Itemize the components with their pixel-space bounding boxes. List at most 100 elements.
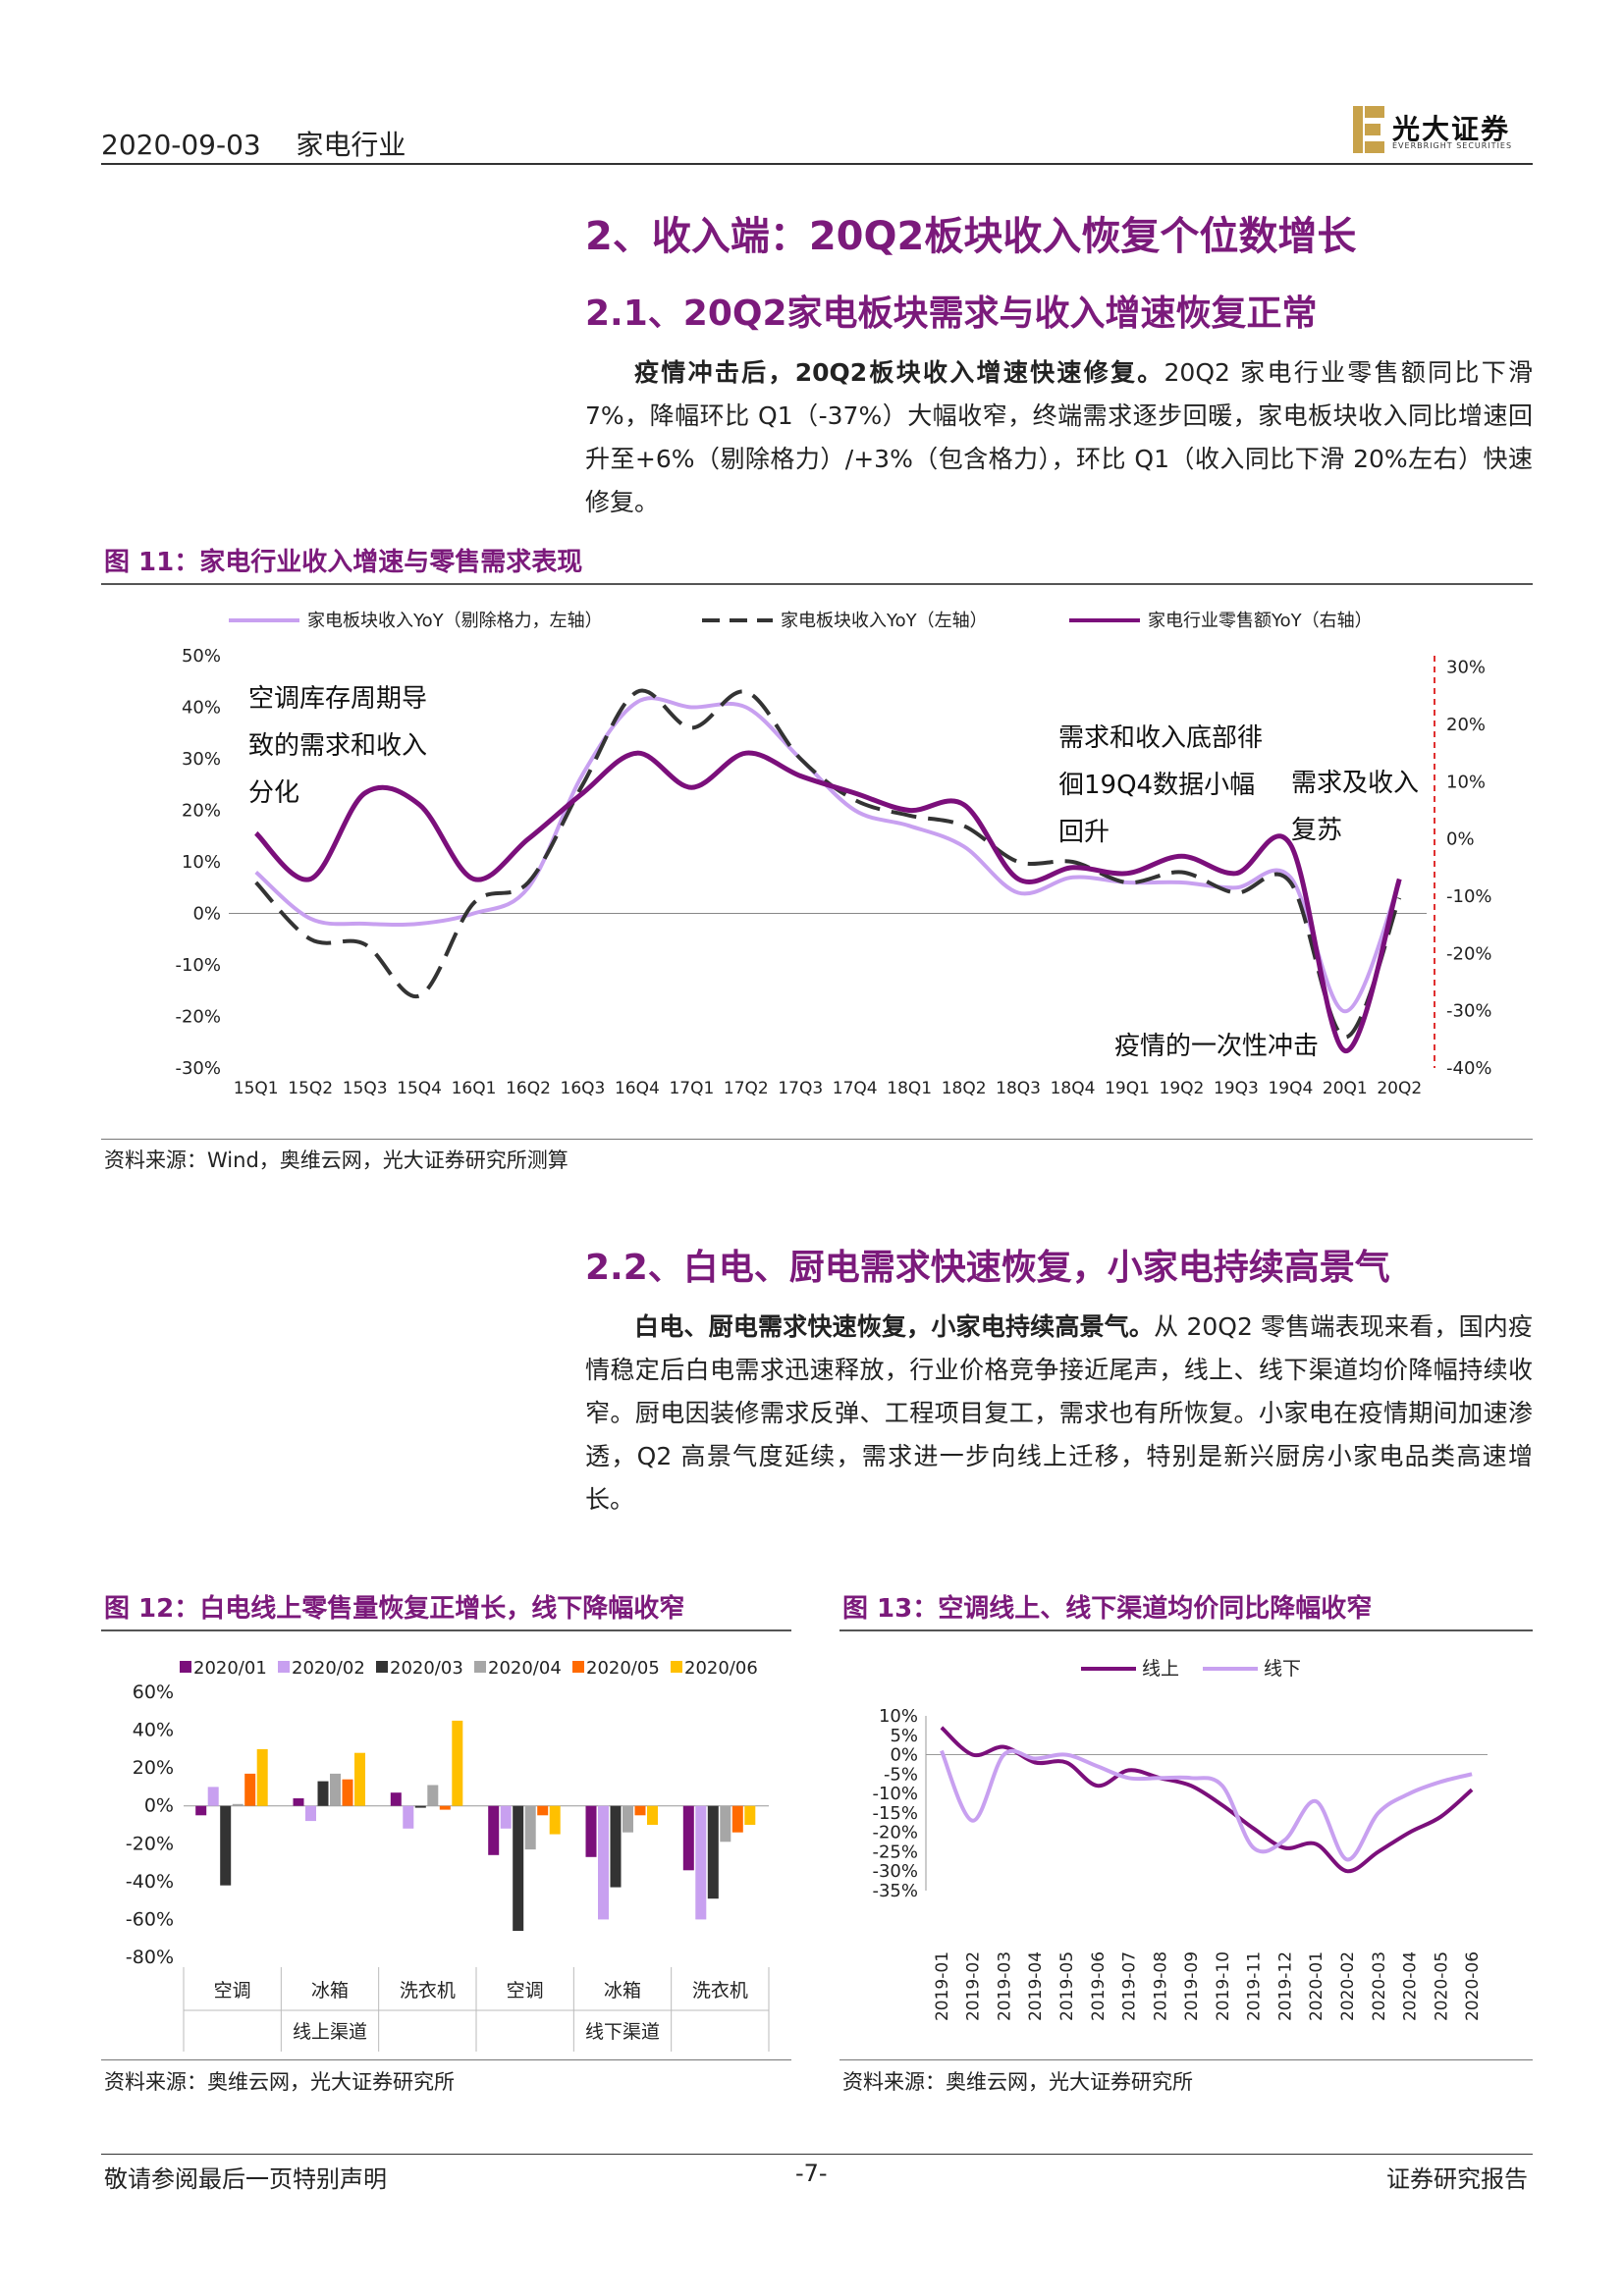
fig13-xtick: 2020-06: [1463, 1951, 1483, 2021]
fig11-series-line-1: [254, 696, 1402, 1014]
fig11-annotation-3: 分化: [248, 778, 299, 808]
fig13-ytick: 10%: [879, 1706, 918, 1727]
fig11-annotation-8: 复苏: [1291, 816, 1342, 845]
fig12-bar: [731, 1805, 743, 1833]
fig13-xtick: 2020-05: [1432, 1951, 1451, 2021]
section-2-2-paragraph: 白电、厨电需求快速恢复，小家电持续高景气。从 20Q2 零售端表现来看，国内疫情…: [585, 1306, 1533, 1522]
fig12-legend-swatch: [376, 1661, 388, 1673]
fig11-annotation-5: 徊19Q4数据小幅: [1058, 771, 1255, 800]
fig11-annotation-9: 疫情的一次性冲击: [1114, 1032, 1319, 1061]
fig11-ytick-right: -20%: [1446, 943, 1492, 964]
section-2-1-title: 2.1、20Q2家电板块需求与收入增速恢复正常: [585, 294, 1318, 334]
fig13-xtick: 2019-12: [1275, 1951, 1295, 2021]
fig12-group-label: 线上渠道: [293, 2021, 367, 2043]
fig11-xtick: 19Q3: [1214, 1079, 1259, 1098]
fig12-legend-label: 2020/06: [684, 1658, 758, 1679]
fig13-xtick: 2019-05: [1057, 1951, 1077, 2021]
fig13-ytick: -35%: [872, 1881, 918, 1901]
fig11-ytick-right: 0%: [1446, 829, 1475, 850]
fig13-xtick: 2019-09: [1182, 1951, 1202, 2021]
fig11-ytick-right: -40%: [1446, 1058, 1492, 1079]
fig12-bar: [647, 1805, 658, 1825]
everbright-logo: 光大证券 EVERBRIGHT SECURITIES: [1353, 106, 1530, 155]
section-2-2-body: 从 20Q2 零售端表现来看，国内疫情稳定后白电需求迅速释放，行业价格竞争接近尾…: [585, 1312, 1533, 1514]
fig11-ytick-right: -10%: [1446, 886, 1492, 907]
fig11-bottom-rule: [101, 1139, 1533, 1140]
fig12-bar: [317, 1781, 329, 1806]
header-industry: 家电行业: [296, 129, 406, 161]
fig12-legend: 2020/01 2020/02 2020/03 2020/04 2020/05 2020/…: [180, 1658, 758, 1679]
fig12-bar: [390, 1792, 402, 1806]
fig13-xtick: 2020-03: [1370, 1951, 1389, 2021]
fig11-xtick: 19Q4: [1268, 1079, 1313, 1098]
fig13-xtick: 2020-02: [1338, 1951, 1358, 2021]
fig12-bar: [720, 1805, 731, 1842]
fig12-ytick: -40%: [126, 1871, 174, 1893]
fig12-bar: [232, 1803, 244, 1806]
fig12-legend-label: 2020/03: [390, 1658, 463, 1679]
fig11-xtick: 16Q1: [452, 1079, 497, 1098]
fig13-bottom-rule: [839, 2059, 1533, 2060]
fig12-category-label: 空调: [214, 1980, 251, 2002]
fig12-bar: [585, 1805, 597, 1857]
fig12-title: 图 12：白电线上零售量恢复正增长，线下降幅收窄: [104, 1594, 685, 1624]
section-2-1-paragraph: 疫情冲击后，20Q2板块收入增速快速修复。20Q2 家电行业零售额同比下滑 7%…: [585, 351, 1533, 524]
fig11-ytick-left: 50%: [182, 646, 221, 667]
fig13-xtick: 2019-04: [1026, 1951, 1046, 2021]
fig12-bar: [403, 1805, 414, 1829]
fig11-annotation-1: 空调库存周期导: [248, 684, 427, 714]
fig11-ytick-left: 40%: [182, 698, 221, 719]
fig12-bar: [330, 1773, 341, 1806]
fig11-annotation-7: 需求及收入: [1291, 769, 1419, 798]
fig12-group-label: 线下渠道: [585, 2021, 660, 2043]
fig13-series-line-1: [940, 1726, 1474, 1874]
fig12-bar: [537, 1805, 549, 1816]
fig12-bar: [207, 1787, 219, 1806]
section-2-1-body: 20Q2 家电行业零售额同比下滑 7%，降幅环比 Q1（-37%）大幅收窄，终端…: [585, 358, 1533, 516]
fig11-legend-label-1: 家电板块收入YoY（剔除格力，左轴）: [307, 611, 603, 631]
fig12-legend-swatch: [671, 1661, 682, 1673]
fig13-legend-label: 线上: [1142, 1658, 1179, 1680]
fig11-ytick-left: 10%: [182, 852, 221, 873]
fig13-ytick: -25%: [872, 1842, 918, 1862]
fig12-bar: [682, 1805, 694, 1871]
fig13-source: 资料来源：奥维云网，光大证券研究所: [842, 2070, 1193, 2094]
fig13-title: 图 13：空调线上、线下渠道均价同比降幅收窄: [842, 1594, 1373, 1624]
fig12-bar: [707, 1805, 719, 1899]
fig11-xtick: 15Q1: [234, 1079, 279, 1098]
fig11-annotation-4: 需求和收入底部徘: [1058, 723, 1263, 753]
fig12-ytick: 0%: [144, 1795, 174, 1817]
fig12-bars: [195, 1720, 756, 1931]
fig12-bar: [452, 1720, 463, 1806]
fig11-annotation-2: 致的需求和收入: [248, 731, 427, 761]
fig13-ytick: 5%: [890, 1726, 918, 1746]
fig11-xtick: 18Q4: [1051, 1079, 1096, 1098]
fig12-legend-swatch: [572, 1661, 584, 1673]
fig12-bar: [623, 1805, 633, 1833]
fig12-bar: [513, 1805, 524, 1931]
fig11-xtick: 18Q2: [942, 1079, 987, 1098]
fig12-bar: [414, 1805, 426, 1808]
fig13-legend-label: 线下: [1264, 1658, 1301, 1680]
fig12-bottom-rule: [101, 2059, 791, 2060]
fig13-top-rule: [839, 1629, 1533, 1631]
fig11-xtick: 20Q2: [1377, 1079, 1422, 1098]
fig11-legend: 家电板块收入YoY（剔除格力，左轴） 家电板块收入YoY（左轴） 家电行业零售额Yo…: [229, 611, 1373, 631]
section-2-title: 2、收入端：20Q2板块收入恢复个位数增长: [585, 214, 1357, 259]
fig13-legend: 线上 线下: [1081, 1658, 1301, 1680]
fig12-bar: [439, 1805, 451, 1810]
fig12-legend-label: 2020/05: [586, 1658, 660, 1679]
header-date-industry: 2020-09-03 家电行业: [101, 124, 406, 163]
fig13-chart: 线上 线下 10%5%0%-5%-10%-15%-20%-25%-30%-35% 2…: [872, 1658, 1488, 2021]
fig12-ytick: 20%: [133, 1757, 174, 1779]
fig11-xtick: 15Q4: [397, 1079, 442, 1098]
fig11-xtick: 15Q2: [288, 1079, 333, 1098]
fig12-category-label: 冰箱: [604, 1980, 641, 2002]
section-2-2-lead: 白电、厨电需求快速恢复，小家电持续高景气。: [634, 1312, 1155, 1341]
section-2-2-title: 2.2、白电、厨电需求快速恢复，小家电持续高景气: [585, 1248, 1390, 1288]
fig13-xtick: 2019-03: [995, 1951, 1014, 2021]
fig13-xtick: 2019-06: [1089, 1951, 1109, 2021]
fig11-ytick-left: 20%: [182, 801, 221, 822]
fig13-ytick: -30%: [872, 1861, 918, 1882]
fig11-ytick-left: -20%: [175, 1007, 221, 1028]
